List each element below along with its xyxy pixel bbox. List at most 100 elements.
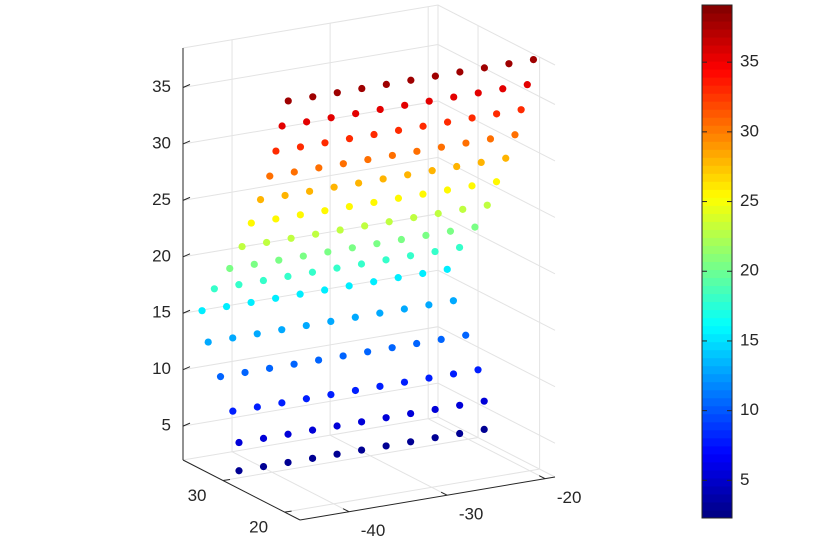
x-tick [538, 475, 546, 480]
point [262, 238, 271, 247]
point [443, 265, 451, 273]
point [434, 209, 442, 218]
colorbar-segment [702, 349, 732, 359]
point [247, 219, 255, 227]
colorbar-segment [702, 333, 732, 343]
point [314, 356, 323, 364]
z-tick-label: 10 [152, 359, 171, 378]
point [456, 429, 464, 438]
colorbar-segment [702, 453, 732, 463]
point [272, 215, 280, 223]
point [216, 373, 225, 381]
point [373, 240, 381, 248]
point [284, 458, 292, 467]
grid-line [182, 326, 556, 388]
x-tick-label: -30 [459, 505, 484, 524]
point [339, 352, 347, 360]
colorbar-segment [702, 237, 732, 246]
colorbar-segment [702, 469, 732, 479]
point [259, 463, 268, 471]
y-tick [284, 510, 292, 513]
point [493, 110, 501, 118]
point [361, 222, 369, 230]
point [259, 434, 268, 442]
colorbar-segment [702, 405, 732, 415]
colorbar-segment [702, 53, 732, 62]
colorbar-segment [702, 477, 732, 487]
point [352, 109, 360, 118]
point [226, 264, 234, 273]
colorbar-segment [702, 197, 732, 206]
colorbar-segment [702, 61, 732, 70]
point [437, 143, 446, 151]
point [253, 403, 261, 411]
point [339, 160, 347, 168]
point [422, 231, 430, 239]
point [449, 370, 458, 378]
point [272, 294, 280, 302]
point [511, 131, 519, 139]
colorbar-segment [702, 485, 732, 495]
x-tick-label: -40 [361, 521, 386, 540]
point [462, 331, 470, 339]
point [523, 81, 531, 89]
colorbar-segment [702, 45, 732, 54]
y-tick-label: 30 [188, 486, 207, 505]
colorbar-segment [702, 149, 732, 158]
point [351, 313, 359, 321]
point [308, 426, 317, 434]
colorbar-segment [702, 293, 732, 303]
grid-line [182, 43, 556, 105]
x-tick [342, 508, 350, 513]
point [272, 147, 280, 155]
colorbar-segment [702, 133, 732, 142]
point [247, 298, 255, 307]
point [407, 409, 415, 418]
point [425, 97, 433, 105]
point [315, 164, 323, 172]
point [385, 218, 393, 226]
grid-line [329, 23, 448, 496]
point [357, 446, 366, 454]
point [357, 418, 366, 426]
point [284, 430, 292, 438]
point [222, 302, 231, 311]
point [210, 285, 218, 293]
grid-line [231, 39, 350, 513]
point [376, 382, 384, 390]
point [229, 334, 237, 342]
point [345, 202, 353, 211]
colorbar-segment [702, 245, 732, 254]
colorbar-segment [702, 317, 732, 327]
colorbar-segment [702, 189, 732, 198]
colorbar-segment [702, 165, 732, 174]
point [357, 260, 366, 268]
point [431, 72, 439, 80]
point [278, 399, 286, 407]
colorbar-segment [702, 21, 732, 30]
point [459, 205, 467, 213]
colorbar-segment [702, 301, 732, 311]
point [456, 401, 464, 409]
point [265, 364, 274, 372]
colorbar-segment [702, 373, 732, 383]
point [266, 172, 274, 180]
point [455, 243, 464, 252]
point [364, 155, 372, 164]
colorbar-segment [702, 389, 732, 399]
point [401, 101, 409, 109]
colorbar-segment [702, 117, 732, 126]
colorbar-segment [702, 269, 732, 279]
colorbar-segment [702, 413, 732, 423]
point [281, 191, 289, 200]
grid-line [182, 382, 556, 444]
colorbar-segment [702, 93, 732, 102]
point [450, 93, 458, 101]
colorbar-segment [702, 125, 732, 134]
colorbar-tick-label: 35 [740, 52, 759, 71]
point [253, 330, 261, 338]
colorbar-segment [702, 277, 732, 287]
point [330, 183, 338, 191]
point [345, 282, 353, 290]
point [468, 114, 476, 122]
